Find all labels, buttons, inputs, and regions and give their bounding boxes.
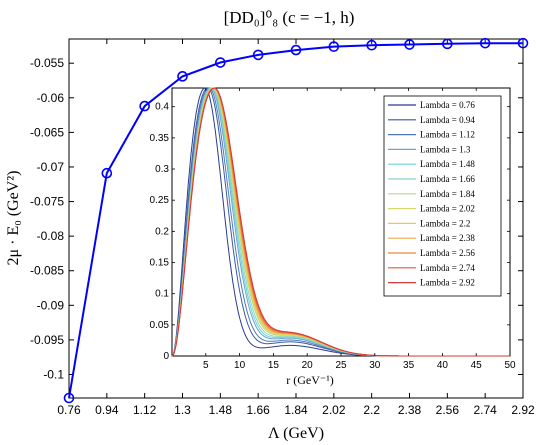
data-point: [366, 39, 377, 51]
legend-label: Lambda = 2.74: [420, 263, 475, 273]
legend-label: Lambda = 1.48: [420, 159, 475, 169]
y-axis-label: 2μ · E₀ (GeV²): [5, 171, 22, 266]
data-point: [177, 71, 188, 82]
inset-x-tick-label: 30: [369, 360, 381, 371]
data-point: [215, 57, 226, 68]
inset-y-tick-label: 0.2: [155, 226, 169, 237]
inset-y-tick-label: 0.1: [155, 289, 169, 300]
inset-series-line: [171, 87, 510, 357]
main-y-axis: -0.1 -0.095 -0.09 -0.085 -0.08 -0.075 -0.07 -0.…: [30, 56, 523, 381]
inset-x-tick-label: 10: [234, 360, 246, 371]
inset-x-tick-label: 50: [504, 360, 516, 371]
inset-y-tick-label: 0.25: [150, 195, 170, 206]
y-tick-label: -0.06: [37, 91, 65, 105]
inset-y-tick-label: 0.3: [155, 164, 169, 175]
legend-label: Lambda = 1.3: [420, 144, 471, 154]
inset-x-tick-label: 45: [471, 360, 483, 371]
data-point: [517, 37, 529, 49]
y-tick-label: -0.08: [37, 229, 65, 243]
inset-x-tick-label: 15: [268, 360, 280, 371]
legend-label: Lambda = 1.66: [420, 174, 475, 184]
inset-x-tick-label: 25: [335, 360, 347, 371]
legend-label: Lambda = 2.92: [420, 278, 475, 288]
data-point: [63, 392, 75, 404]
x-tick-label: 0.76: [57, 403, 81, 417]
x-tick-label: 2.02: [322, 403, 346, 417]
x-tick-label: 2.74: [473, 403, 497, 417]
y-tick-label: -0.055: [30, 56, 64, 70]
legend-label: Lambda = 2.56: [420, 248, 475, 258]
data-point: [479, 37, 491, 49]
inset-y-axis: 0.05 0.1 0.15 0.2 0.25 0.3 0.35 0.4 0: [150, 102, 510, 362]
x-axis-label: Λ (GeV): [268, 425, 324, 442]
y-tick-label: -0.085: [30, 264, 64, 278]
legend-label: Lambda = 2.2: [420, 218, 470, 228]
inset-y-tick-label: 0.4: [155, 102, 169, 113]
inset-x-axis: 5 10 15 20 25 30 35 40 45 50: [203, 88, 516, 371]
inset-chart: 0.05 0.1 0.15 0.2 0.25 0.3 0.35 0.4 0 5 10 15 20 25 3…: [150, 87, 516, 387]
inset-x-tick-label: 40: [437, 360, 449, 371]
x-tick-label: 1.66: [246, 403, 270, 417]
main-series-line: [63, 37, 529, 404]
legend-label: Lambda = 0.94: [420, 115, 475, 125]
x-tick-label: 1.3: [174, 403, 191, 417]
chart-title: [DD₀]⁰₈ (c = −1, h): [224, 8, 355, 27]
legend-box: [383, 95, 502, 297]
legend-label: Lambda = 2.38: [420, 233, 475, 243]
x-tick-label: 2.56: [436, 403, 460, 417]
legend-label: Lambda = 1.12: [420, 130, 475, 140]
data-point: [139, 100, 150, 112]
inset-x-tick-label: 5: [203, 360, 209, 371]
x-tick-label: 1.12: [133, 403, 157, 417]
data-point: [328, 41, 340, 52]
inset-x-tick-label: 20: [302, 360, 314, 371]
x-tick-label: 0.94: [95, 403, 119, 417]
inset-legend: Lambda = 0.76 Lambda = 0.94 Lambda = 1.12 L…: [383, 95, 502, 297]
x-tick-label: 1.48: [209, 403, 233, 417]
y-tick-label: -0.09: [37, 298, 65, 312]
data-point: [252, 49, 264, 61]
data-point: [101, 167, 113, 179]
main-x-axis: 0.76 0.94 1.12 1.3 1.48 1.66 1.84 2.02 2.2 2.38 2.…: [57, 39, 535, 417]
inset-y-tick-label: 0.15: [150, 258, 170, 269]
inset-y-tick-label: 0.05: [150, 320, 170, 331]
data-point: [442, 38, 453, 50]
x-tick-label: 2.2: [363, 403, 380, 417]
inset-y-tick-label: 0: [163, 351, 169, 362]
legend-label: Lambda = 0.76: [420, 100, 475, 110]
y-tick-label: -0.1: [43, 367, 64, 381]
x-tick-label: 2.92: [511, 403, 535, 417]
x-tick-label: 2.38: [398, 403, 422, 417]
y-tick-label: -0.065: [30, 125, 64, 139]
y-tick-label: -0.07: [37, 160, 65, 174]
inset-x-axis-label: r (GeV⁻¹): [286, 373, 334, 387]
data-point: [290, 44, 302, 56]
legend-label: Lambda = 1.84: [420, 189, 475, 199]
data-point: [404, 39, 415, 50]
y-tick-label: -0.075: [30, 195, 64, 209]
legend-label: Lambda = 2.02: [420, 204, 475, 214]
y-tick-label: -0.095: [30, 333, 64, 347]
inset-y-tick-label: 0.35: [150, 133, 170, 144]
series-line: [68, 42, 523, 399]
inset-x-tick-label: 35: [403, 360, 415, 371]
x-tick-label: 1.84: [284, 403, 308, 417]
